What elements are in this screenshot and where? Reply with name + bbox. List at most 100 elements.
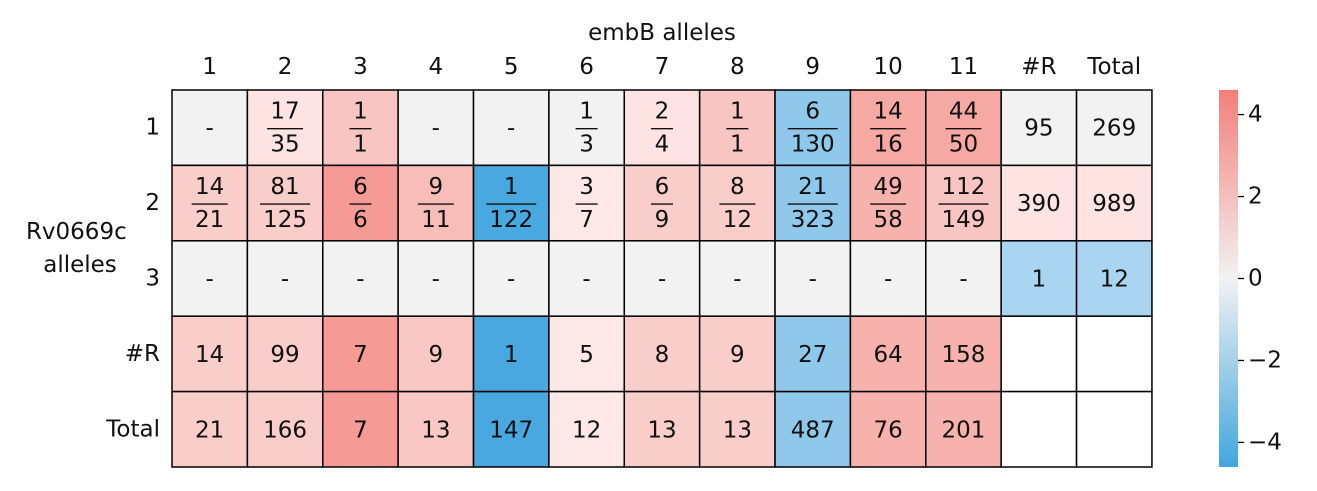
- cell-background: [246, 390, 324, 468]
- fraction-numerator: 17: [270, 99, 299, 125]
- cell-value: -: [733, 267, 741, 293]
- row-label: #R: [125, 341, 160, 367]
- fraction-denominator: 6: [353, 207, 368, 233]
- heatmap-cell: 166: [246, 390, 324, 468]
- fraction-numerator: 1: [579, 99, 594, 125]
- cell-background: [548, 240, 626, 317]
- heatmap-cell: 11: [322, 89, 399, 167]
- fraction-numerator: 6: [805, 99, 820, 125]
- fraction-numerator: 1: [353, 99, 368, 125]
- column-label: 5: [504, 54, 519, 80]
- cell-value: 13: [647, 417, 676, 443]
- cell-background: [472, 315, 550, 393]
- y-axis-title-line-1: Rv0669c: [26, 219, 127, 245]
- column-label: 4: [429, 54, 444, 80]
- cell-background: [397, 89, 475, 167]
- y-axis-title: Rv0669c alleles: [26, 219, 134, 278]
- heatmap-cell: 911: [397, 164, 475, 242]
- fraction-denominator: 16: [873, 132, 902, 158]
- cell-value: 99: [270, 342, 299, 368]
- cell-background: [774, 390, 852, 468]
- cell-value: 166: [263, 417, 307, 443]
- cell-background: [925, 315, 1002, 393]
- cell-value: -: [809, 267, 817, 293]
- cell-value: 13: [723, 417, 752, 443]
- cell-value: 390: [1017, 191, 1061, 217]
- cell-value: 13: [421, 417, 450, 443]
- heatmap-cell: -: [246, 240, 324, 317]
- cell-background: [1000, 240, 1078, 317]
- fraction-denominator: 58: [873, 207, 902, 233]
- colorbar-tick-label: −2: [1248, 347, 1282, 373]
- heatmap-cell: 9: [698, 315, 776, 393]
- column-label: 3: [353, 54, 368, 80]
- cell-value: 12: [572, 417, 601, 443]
- cell-value: -: [507, 267, 515, 293]
- heatmap-cell: 158: [925, 315, 1002, 393]
- row-label: 2: [145, 190, 160, 216]
- cell-background: [397, 240, 475, 317]
- cell-background: [246, 240, 324, 317]
- fraction-numerator: 3: [579, 174, 594, 200]
- fraction-numerator: 1: [504, 174, 519, 200]
- heatmap-cell: 37: [548, 164, 626, 242]
- cell-background: [849, 315, 927, 393]
- heatmap-cell: 5: [548, 315, 626, 393]
- row-label: Total: [105, 416, 160, 442]
- heatmap-cell: 69: [623, 164, 701, 242]
- column-label: #R: [1021, 54, 1056, 80]
- heatmap-cell: 390: [1000, 164, 1078, 242]
- cell-value: 147: [489, 417, 533, 443]
- column-label: 11: [949, 54, 978, 80]
- cell-background: [472, 390, 550, 468]
- cell-background: [698, 240, 776, 317]
- cell-value: -: [432, 267, 440, 293]
- heatmap-cell: 147: [472, 390, 550, 468]
- heatmap-cell: 66: [322, 164, 399, 242]
- cell-background: [925, 164, 1002, 242]
- cell-background: [623, 240, 701, 317]
- fraction-numerator: 49: [873, 174, 902, 200]
- cell-value: -: [582, 267, 590, 293]
- heatmap-cell: 1: [472, 315, 550, 393]
- fraction-denominator: 125: [263, 207, 307, 233]
- column-label: 6: [579, 54, 594, 80]
- heatmap-cell: -: [548, 240, 626, 317]
- heatmap-cell: 989: [1075, 164, 1153, 242]
- heatmap-cell: 12: [548, 390, 626, 468]
- fraction-denominator: 11: [421, 207, 450, 233]
- column-label: 9: [805, 54, 820, 80]
- heatmap-cell: 7: [322, 315, 399, 393]
- cell-background: [171, 240, 249, 317]
- cell-background: [246, 89, 324, 167]
- heatmap-cell: 812: [698, 164, 776, 242]
- heatmap-cell: -: [397, 240, 475, 317]
- cell-value: 269: [1092, 116, 1136, 142]
- heatmap-cell: -: [623, 240, 701, 317]
- cell-background: [1000, 164, 1078, 242]
- cell-value: -: [658, 267, 666, 293]
- column-label: 7: [655, 54, 670, 80]
- cell-value: 9: [730, 342, 745, 368]
- fraction-denominator: 7: [579, 207, 594, 233]
- heatmap-cell: -: [698, 240, 776, 317]
- cell-value: 989: [1092, 191, 1136, 217]
- fraction-denominator: 323: [791, 207, 835, 233]
- heatmap-cell: 95: [1000, 89, 1078, 167]
- cell-background: [1000, 390, 1078, 468]
- cell-value: 1: [1032, 267, 1047, 293]
- heatmap-cell: 24: [623, 89, 701, 167]
- fraction-numerator: 2: [655, 99, 670, 125]
- cell-value: 8: [655, 342, 670, 368]
- heatmap-cell: -: [774, 240, 852, 317]
- cell-background: [171, 390, 249, 468]
- cell-value: 7: [353, 342, 368, 368]
- colorbar: 4 2 0 −2 −4: [1219, 90, 1282, 467]
- cell-background: [698, 164, 776, 242]
- heatmap-cell: -: [171, 240, 249, 317]
